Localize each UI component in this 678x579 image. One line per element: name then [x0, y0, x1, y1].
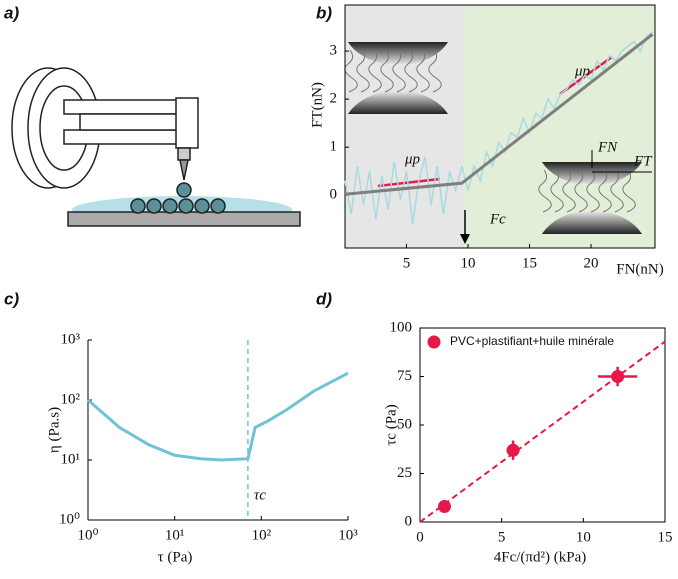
x-tick-label: 10² — [252, 527, 272, 543]
x-tick-label: 20 — [584, 255, 599, 271]
y-tick-label: 10² — [61, 391, 81, 407]
plot-frame — [344, 4, 656, 249]
sphere-bottom — [348, 90, 448, 114]
afm-illustration — [11, 67, 301, 227]
polymer — [610, 169, 624, 213]
x-tick-label: 5 — [403, 255, 411, 271]
x-tick-label: 15 — [658, 529, 673, 545]
y-axis-label: FT(nN) — [309, 82, 325, 128]
plot-frame — [419, 327, 666, 523]
threshold-label: τc — [254, 487, 266, 503]
y-axis-label: τc (Pa) — [383, 404, 399, 445]
contact-cartoons — [344, 42, 642, 234]
data-point — [438, 499, 451, 513]
data-line — [344, 33, 654, 196]
polymer — [562, 169, 576, 213]
x-tick-label: 10⁰ — [77, 527, 98, 543]
polymer — [538, 169, 552, 213]
annotation: FT — [633, 153, 653, 169]
y-tick-label: 2 — [330, 91, 338, 107]
panel-label: a) — [4, 3, 19, 22]
y-tick-label: 10¹ — [61, 451, 81, 467]
polymer — [392, 49, 406, 93]
y-tick-label: 25 — [397, 465, 412, 481]
legend-marker — [427, 335, 441, 349]
polymer — [574, 169, 588, 213]
slope-marker — [377, 177, 441, 188]
y-tick-label: 0 — [330, 187, 338, 203]
polymer — [404, 49, 418, 93]
y-tick-label: 50 — [397, 416, 412, 432]
x-tick-label: 0 — [416, 529, 424, 545]
y-tick-label: 3 — [330, 43, 338, 59]
polymer — [368, 49, 382, 93]
x-tick-label: 5 — [498, 529, 506, 545]
annotation: μp — [404, 151, 421, 167]
polymer — [428, 49, 442, 93]
y-tick-label: 10³ — [61, 331, 81, 347]
x-tick-label: 10¹ — [165, 527, 185, 543]
shaded-region — [464, 5, 655, 248]
x-axis-label: 4Fc/(πd²) (kPa) — [494, 549, 586, 565]
x-axis-label: τ (Pa) — [158, 549, 193, 565]
legend-label: PVC+plastifiant+huile minérale — [450, 334, 614, 348]
shaded-region — [345, 5, 465, 248]
polymer — [416, 49, 430, 93]
polymer — [380, 49, 394, 93]
y-tick-label: 0 — [405, 513, 413, 529]
y-tick-label: 75 — [397, 368, 412, 384]
data-point — [506, 443, 520, 457]
sphere-bottom — [542, 210, 642, 234]
y-tick-label: 1 — [330, 139, 338, 155]
data-line — [87, 371, 349, 462]
panel-label: b) — [316, 3, 332, 22]
polymer — [550, 169, 564, 213]
y-tick-label: 10⁰ — [59, 511, 80, 527]
arrow-head — [460, 234, 470, 244]
x-tick-label: 10 — [576, 529, 591, 545]
polymer — [356, 49, 370, 93]
sphere-top — [348, 42, 448, 66]
panel-label: c) — [4, 289, 19, 308]
fit-line — [419, 340, 666, 523]
x-axis-label: FN(nN) — [616, 261, 664, 277]
sphere-top — [542, 162, 642, 186]
polymer — [622, 169, 636, 213]
data-line — [344, 31, 654, 225]
annotation: Fc — [489, 211, 506, 227]
panel-label: d) — [316, 289, 332, 308]
y-tick-label: 100 — [390, 319, 413, 335]
polymer — [586, 169, 600, 213]
annotation: FN — [597, 139, 618, 155]
y-axis-label: η (Pa.s) — [46, 407, 62, 453]
x-tick-label: 10³ — [338, 527, 358, 543]
polymer — [598, 169, 612, 213]
x-tick-label: 10 — [461, 255, 476, 271]
data-point — [611, 370, 625, 383]
x-tick-label: 15 — [522, 255, 537, 271]
